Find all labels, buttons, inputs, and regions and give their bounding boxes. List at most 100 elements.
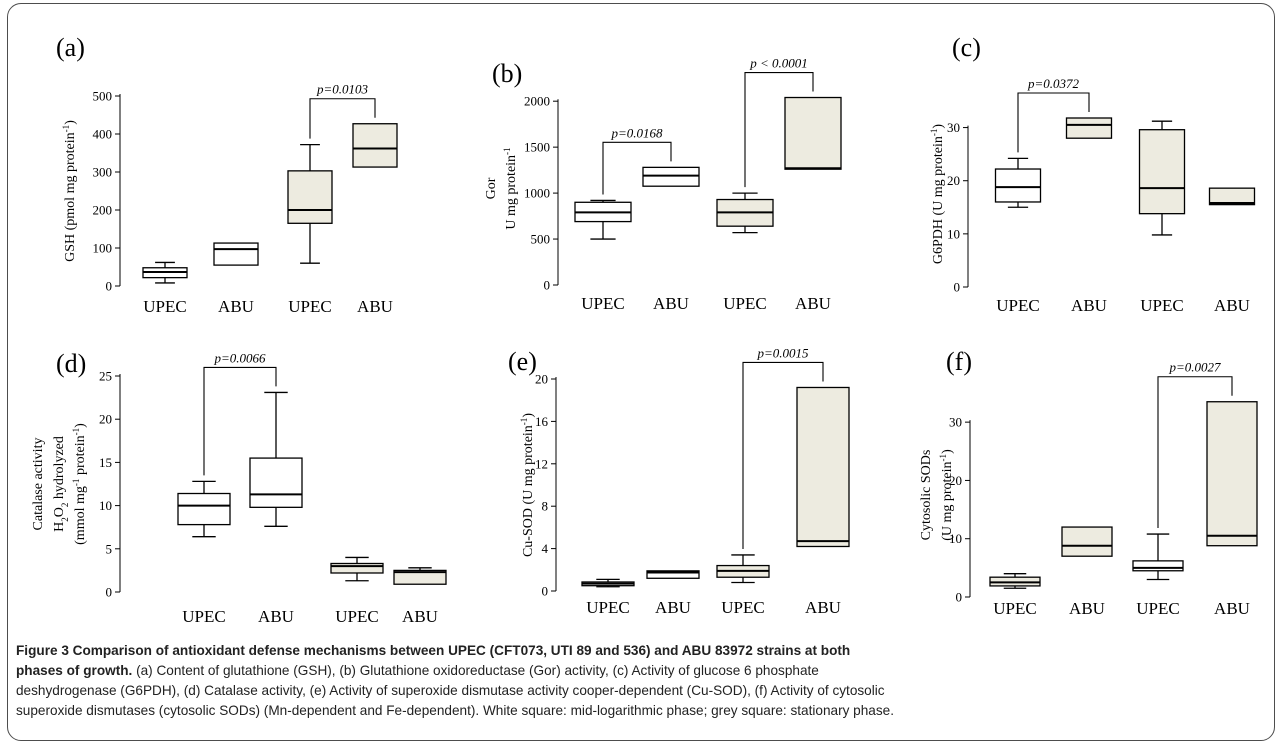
box-iqr — [1138, 129, 1186, 215]
bracket-line — [1157, 376, 1233, 529]
bracket-line — [1017, 92, 1090, 153]
bracket-line — [744, 71, 814, 188]
y-axis-label-line2: H2O2 hydrolyzed — [52, 436, 70, 532]
y-tick-label: 4 — [542, 541, 549, 556]
y-tick-label: 0 — [106, 585, 113, 600]
x-category-label: UPEC — [586, 598, 629, 617]
bracket-line — [742, 361, 824, 549]
box-iqr — [287, 170, 333, 224]
y-axis-label-line3: (mmol mg-1 protein-1) — [71, 423, 88, 545]
box-iqr — [642, 166, 700, 187]
caption-body-line3: deshydrogenase (G6PDH), (d) Catalase act… — [16, 683, 885, 698]
y-tick-label: 5 — [106, 541, 113, 556]
bracket-line — [309, 98, 376, 139]
box-iqr — [1206, 401, 1258, 547]
box-upec-0 — [581, 578, 635, 588]
box-upec-0 — [574, 199, 632, 240]
x-category-label: ABU — [1214, 599, 1250, 618]
box-upec-0 — [994, 157, 1042, 208]
y-axis-label-line2: U mg protein-1 — [502, 147, 519, 229]
box-iqr — [646, 570, 700, 579]
box-iqr — [1065, 117, 1113, 139]
y-tick-label: 1500 — [524, 140, 550, 155]
y-tick-label: 8 — [542, 499, 549, 514]
y-tick-label: 1000 — [524, 186, 550, 201]
significance-bracket: p=0.0027 — [1157, 360, 1233, 529]
panel-label: (c) — [952, 33, 981, 62]
y-axis-label: Cu-SOD (U mg protein-1) — [519, 413, 536, 557]
x-category-label: UPEC — [182, 607, 225, 626]
box-iqr — [1208, 187, 1256, 206]
p-value-label: p=0.0066 — [213, 350, 266, 365]
chart-panel-d: (d) 0 5 10 15 20 25 Catalase activity H2O2 hydro… — [31, 349, 447, 626]
x-category-label: UPEC — [996, 296, 1039, 315]
box-iqr — [1132, 560, 1184, 572]
box-abu-3 — [393, 567, 447, 585]
significance-bracket: p=0.0372 — [1017, 76, 1090, 153]
p-value-label: p=0.0015 — [756, 345, 809, 360]
p-value-label: p=0.0027 — [1168, 360, 1221, 375]
x-category-label: UPEC — [581, 294, 624, 313]
box-abu-3 — [1208, 187, 1256, 206]
y-tick-label: 100 — [93, 241, 113, 256]
y-axis-label: G6PDH (U mg protein-1) — [929, 124, 946, 265]
significance-bracket: p < 0.0001 — [744, 56, 814, 188]
significance-bracket: p=0.0168 — [602, 125, 672, 195]
x-category-label: ABU — [357, 297, 393, 316]
box-abu-1 — [249, 391, 303, 527]
box-iqr — [994, 168, 1042, 203]
y-tick-label: 200 — [93, 203, 113, 218]
bracket-line — [203, 366, 277, 476]
box-iqr — [796, 386, 850, 548]
x-category-label: ABU — [1069, 599, 1105, 618]
box-upec-0 — [177, 480, 231, 538]
box-abu-1 — [642, 166, 700, 187]
y-tick-label: 20 — [949, 473, 962, 488]
bracket-line — [602, 141, 672, 195]
y-tick-label: 30 — [947, 120, 960, 135]
box-iqr — [249, 457, 303, 508]
significance-bracket: p=0.0066 — [203, 350, 277, 476]
y-tick-label: 10 — [99, 498, 112, 513]
box-abu-1 — [213, 242, 259, 266]
box-abu-3 — [784, 96, 842, 170]
y-tick-label: 20 — [535, 372, 548, 387]
x-category-label: ABU — [258, 607, 294, 626]
box-upec-0 — [142, 261, 188, 284]
panel-label: (d) — [56, 349, 86, 378]
panel-label: (a) — [56, 33, 85, 62]
x-category-label: UPEC — [1136, 599, 1179, 618]
box-upec-2 — [1138, 120, 1186, 236]
box-abu-1 — [1061, 526, 1113, 557]
x-category-label: ABU — [655, 598, 691, 617]
y-tick-label: 20 — [99, 412, 112, 427]
box-abu-3 — [1206, 401, 1258, 547]
y-tick-label: 30 — [949, 415, 962, 430]
figure-caption: Figure 3 Comparison of antioxidant defen… — [16, 641, 1266, 721]
panel-label: (b) — [492, 59, 522, 88]
box-iqr — [1061, 526, 1113, 557]
y-tick-label: 10 — [947, 226, 960, 241]
y-axis-label-line2: (U mg protein-1) — [938, 449, 955, 541]
box-iqr — [393, 569, 447, 585]
box-abu-1 — [1065, 117, 1113, 139]
x-category-label: UPEC — [723, 294, 766, 313]
box-iqr — [330, 562, 384, 574]
box-iqr — [784, 96, 842, 170]
box-upec-2 — [1132, 533, 1184, 581]
y-axis-label-line1: Cytosolic SODs — [919, 450, 934, 541]
box-upec-2 — [330, 556, 384, 582]
box-upec-2 — [716, 192, 774, 234]
box-iqr — [352, 123, 398, 168]
caption-title-line1: Figure 3 Comparison of antioxidant defen… — [16, 643, 851, 658]
box-upec-0 — [989, 573, 1041, 589]
x-category-label: ABU — [1071, 296, 1107, 315]
p-value-label: p=0.0372 — [1027, 76, 1080, 91]
x-category-label: ABU — [653, 294, 689, 313]
significance-bracket: p=0.0103 — [309, 82, 376, 139]
x-category-label: ABU — [402, 607, 438, 626]
y-axis-label: GSH (pmol mg protein-1) — [61, 120, 78, 262]
chart-panel-e: (e) 0 4 8 12 16 20 Cu-SOD (U mg protein-1) UPEC A… — [508, 345, 850, 617]
y-tick-label: 12 — [535, 456, 548, 471]
p-value-label: p=0.0168 — [610, 125, 663, 140]
